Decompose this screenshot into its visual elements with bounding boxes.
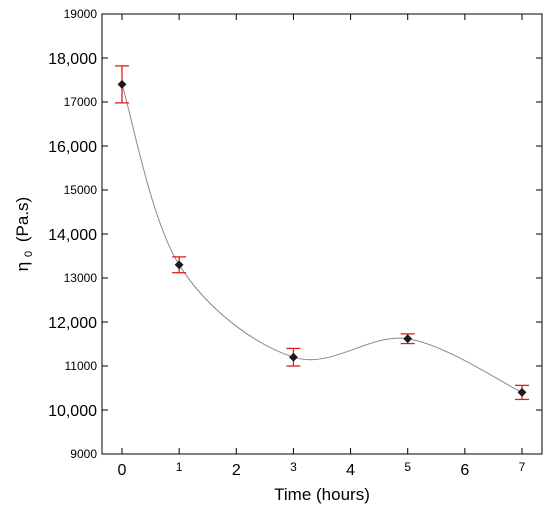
data-point xyxy=(403,334,413,344)
data-point xyxy=(288,352,298,362)
data-point xyxy=(117,79,127,89)
y-tick-label: 19000 xyxy=(64,7,98,21)
x-tick-label: 2 xyxy=(232,462,241,479)
plot-area xyxy=(101,13,543,455)
y-tick-label: 12,000 xyxy=(48,315,97,332)
y-tick-label: 16,000 xyxy=(48,139,97,156)
data-point xyxy=(174,260,184,270)
data-point xyxy=(517,387,527,397)
error-bar-layer xyxy=(115,65,529,401)
y-axis-title-symbol: η xyxy=(13,262,32,271)
y-axis-title-subscript: 0 xyxy=(23,251,35,257)
y-tick-label: 15000 xyxy=(64,183,98,197)
y-axis-title: η 0 (Pa.s) xyxy=(13,197,36,271)
x-tick-label: 1 xyxy=(176,460,183,474)
x-tick-label: 7 xyxy=(519,460,526,474)
plot-frame xyxy=(101,13,543,455)
fit-curve-layer xyxy=(121,84,523,393)
y-tick-label: 13000 xyxy=(64,271,98,285)
x-tick-label: 3 xyxy=(290,460,297,474)
y-tick-label: 9000 xyxy=(70,447,97,461)
y-tick-label: 14,000 xyxy=(48,227,97,244)
x-tick-label: 0 xyxy=(118,462,127,479)
y-tick-label: 10,000 xyxy=(48,403,97,420)
axis-ticks: 9000 10,000 11000 12,000 13000 14,000 15000 16,… xyxy=(48,7,542,479)
x-tick-label: 5 xyxy=(404,460,411,474)
x-tick-label: 6 xyxy=(460,462,469,479)
fit-curve xyxy=(121,84,523,393)
y-tick-label: 11000 xyxy=(65,359,98,373)
x-tick-label: 4 xyxy=(346,462,355,479)
y-tick-label: 18,000 xyxy=(48,51,97,68)
x-axis-title: Time (hours) xyxy=(274,485,370,504)
data-point-layer xyxy=(117,79,527,397)
y-axis-title-unit: (Pa.s) xyxy=(13,197,32,242)
y-tick-label: 17000 xyxy=(64,95,98,109)
